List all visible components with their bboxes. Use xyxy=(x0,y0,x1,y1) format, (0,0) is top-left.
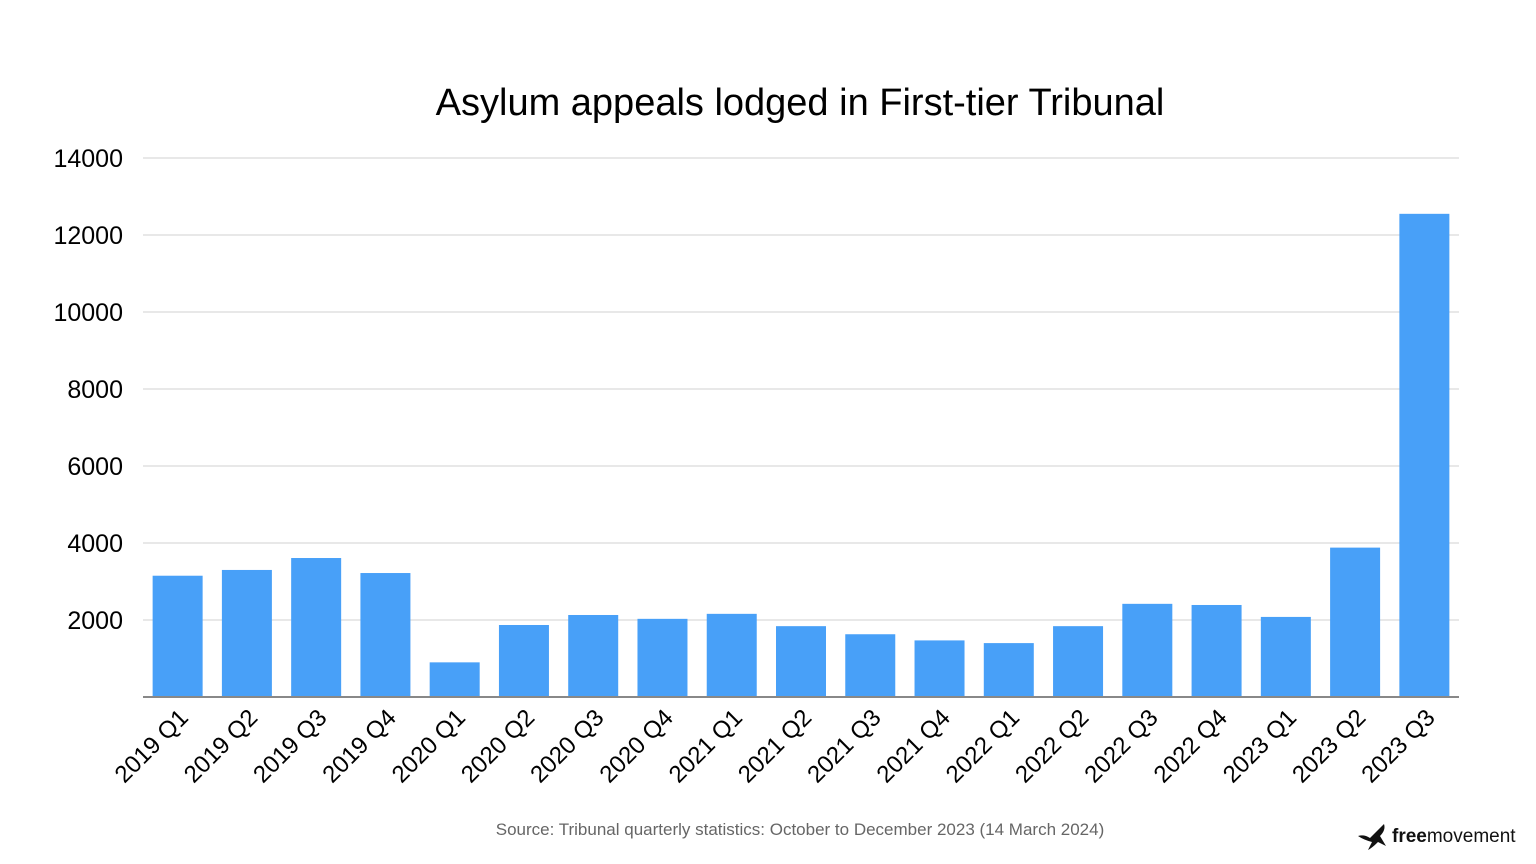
x-tick-label: 2022 Q2 xyxy=(1010,704,1094,788)
logo-regular: movement xyxy=(1426,826,1516,847)
x-tick-label: 2019 Q1 xyxy=(110,704,194,788)
x-tick-label: 2022 Q4 xyxy=(1149,704,1233,788)
bar xyxy=(152,575,203,697)
y-tick-label: 6000 xyxy=(67,453,123,481)
y-tick-label: 10000 xyxy=(53,299,123,327)
x-tick-label: 2023 Q3 xyxy=(1356,704,1440,788)
y-tick-label: 14000 xyxy=(53,145,123,173)
bar xyxy=(221,569,272,697)
x-tick-label: 2019 Q2 xyxy=(179,704,263,788)
bar xyxy=(1330,547,1381,697)
x-tick-label: 2023 Q1 xyxy=(1218,704,1302,788)
bar xyxy=(291,558,342,697)
x-tick-label: 2023 Q2 xyxy=(1287,704,1371,788)
y-tick-label: 4000 xyxy=(67,530,123,558)
y-tick-label: 12000 xyxy=(53,222,123,250)
bar xyxy=(983,643,1034,697)
bar xyxy=(429,662,480,697)
bar xyxy=(1122,603,1173,697)
bar xyxy=(568,614,619,697)
x-tick-label: 2021 Q1 xyxy=(664,704,748,788)
freemovement-logo: freemovement xyxy=(1356,822,1516,852)
bar xyxy=(914,640,965,697)
x-tick-label: 2020 Q4 xyxy=(595,704,679,788)
bar xyxy=(1053,626,1104,697)
bird-icon xyxy=(1358,824,1386,850)
bar xyxy=(1191,604,1242,697)
bar xyxy=(1260,616,1311,697)
y-tick-label: 8000 xyxy=(67,376,123,404)
x-tick-label: 2022 Q3 xyxy=(1079,704,1163,788)
bar xyxy=(498,625,549,697)
x-tick-label: 2019 Q3 xyxy=(248,704,332,788)
bar xyxy=(1399,213,1450,697)
x-tick-label: 2021 Q4 xyxy=(872,704,956,788)
x-tick-label: 2022 Q1 xyxy=(941,704,1025,788)
source-note: Source: Tribunal quarterly statistics: O… xyxy=(495,820,1105,839)
x-tick-label: 2020 Q2 xyxy=(456,704,540,788)
x-tick-label: 2020 Q3 xyxy=(525,704,609,788)
x-tick-label: 2021 Q3 xyxy=(802,704,886,788)
bar xyxy=(845,634,896,697)
y-tick-label: 2000 xyxy=(67,607,123,635)
bar xyxy=(637,618,688,697)
logo-bold: free xyxy=(1392,826,1427,847)
bar xyxy=(776,626,826,697)
bar xyxy=(706,613,757,697)
chart-title: Asylum appeals lodged in First-tier Trib… xyxy=(435,82,1165,124)
bar xyxy=(360,573,411,697)
x-tick-label: 2019 Q4 xyxy=(317,704,401,788)
x-tick-label: 2020 Q1 xyxy=(387,704,471,788)
x-tick-label: 2021 Q2 xyxy=(733,704,817,788)
